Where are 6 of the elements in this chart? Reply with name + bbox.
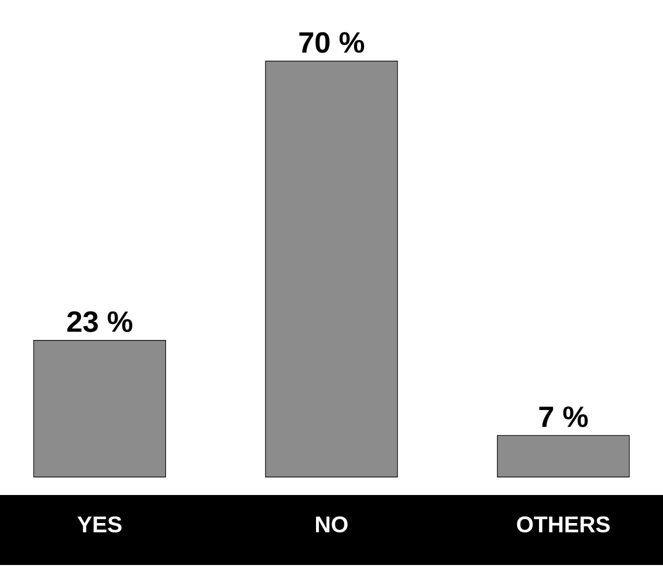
data-label: 7 % (539, 406, 588, 428)
data-label: 70 % (299, 32, 364, 53)
x-tick-label: OTHERS (517, 516, 610, 532)
x-tick-label: NO (316, 516, 348, 532)
data-label: 23 % (67, 311, 132, 332)
x-tick-label: YES (77, 516, 122, 532)
